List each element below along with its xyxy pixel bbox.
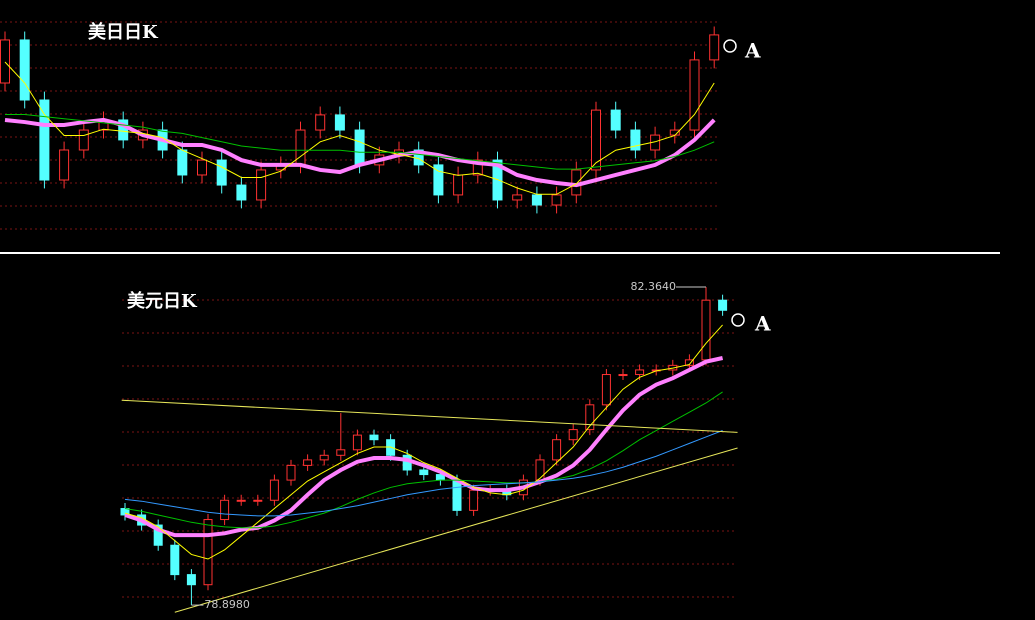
candle-body (535, 459, 545, 481)
candle-body (0, 39, 10, 84)
candle-body (709, 34, 720, 61)
candle-body (689, 59, 700, 131)
candle-body (59, 149, 70, 181)
candle-body (177, 149, 188, 176)
candle-body (256, 169, 267, 201)
candle-body (453, 174, 464, 196)
candle-body (618, 374, 628, 377)
candle-body (269, 479, 279, 501)
candle-body (630, 129, 641, 151)
moving-average-line (124, 391, 723, 529)
candle-body (170, 544, 180, 576)
candle-body (610, 109, 621, 131)
annotation-label: A (744, 39, 761, 63)
candle-body (186, 574, 196, 586)
candle-body (303, 459, 313, 466)
candle-body (220, 499, 230, 521)
candle-body (684, 359, 694, 366)
panel-title: 美日日K (88, 21, 159, 43)
candle-body (236, 499, 246, 502)
candle-body (552, 439, 562, 461)
trendline (121, 399, 738, 433)
candle-body (352, 434, 362, 451)
candle-body (433, 164, 444, 196)
candle-body (601, 374, 611, 406)
candle-body (419, 469, 429, 476)
moving-average-line (5, 114, 715, 170)
annotation-circle (723, 39, 737, 53)
candle-body (286, 464, 296, 481)
candle-body (591, 109, 601, 171)
candle-body (635, 369, 645, 376)
candle-body (551, 194, 562, 206)
candle-body (153, 524, 163, 546)
moving-average-line (124, 324, 723, 560)
candle-body (512, 194, 523, 201)
annotation-label: A (754, 312, 771, 336)
price-label: 78.8980 (204, 598, 250, 611)
candle-body (369, 434, 379, 441)
candle-body (701, 299, 711, 361)
annotation-circle (731, 313, 745, 327)
candle-body (336, 449, 346, 456)
candle-body (253, 499, 263, 502)
candle-body (472, 159, 483, 176)
moving-average-line (124, 430, 723, 517)
candle-body (197, 159, 207, 176)
panel-title: 美元日K (127, 290, 198, 312)
candle-body (334, 114, 345, 131)
candle-body (236, 184, 247, 201)
moving-average-line (4, 61, 715, 195)
candle-body (118, 119, 129, 141)
candle-body (39, 99, 50, 181)
candle-body (19, 39, 30, 101)
candle-body (315, 114, 326, 131)
candle-body (531, 194, 542, 206)
candle-body (469, 489, 479, 511)
candle-body (295, 129, 306, 166)
trendline (174, 447, 738, 613)
candle-body (78, 129, 89, 151)
candle-body (452, 479, 462, 511)
candle-body (203, 519, 213, 586)
candle-body (585, 404, 595, 431)
candle-body (718, 299, 728, 311)
candle-body (216, 159, 227, 186)
candle-body (568, 429, 578, 441)
candle-body (354, 129, 365, 166)
price-label: 82.3640 (631, 280, 677, 293)
moving-average-line (124, 356, 724, 538)
candle-body (319, 454, 329, 461)
